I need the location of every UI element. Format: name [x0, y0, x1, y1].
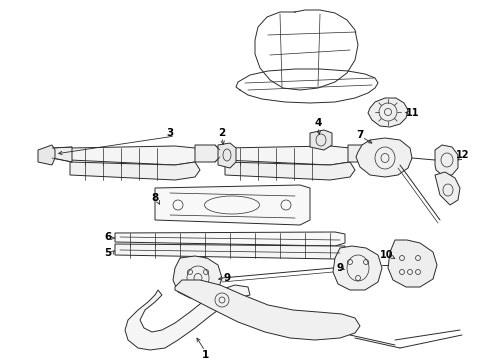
Polygon shape	[38, 145, 55, 165]
Polygon shape	[175, 280, 360, 340]
Polygon shape	[348, 145, 373, 162]
Text: 7: 7	[356, 130, 364, 140]
Polygon shape	[195, 145, 220, 162]
Text: 10: 10	[380, 250, 394, 260]
Polygon shape	[388, 240, 437, 287]
Text: 2: 2	[219, 128, 225, 138]
Text: 4: 4	[314, 118, 322, 128]
Polygon shape	[225, 162, 355, 180]
Text: 5: 5	[104, 248, 112, 258]
Polygon shape	[333, 246, 382, 290]
Text: 9: 9	[337, 263, 343, 273]
Text: 6: 6	[104, 232, 112, 242]
Polygon shape	[368, 98, 408, 127]
Text: 3: 3	[167, 128, 173, 138]
Polygon shape	[218, 143, 236, 168]
Text: 9: 9	[223, 273, 231, 283]
Text: 1: 1	[201, 350, 209, 360]
Polygon shape	[173, 256, 222, 298]
Text: 8: 8	[151, 193, 159, 203]
Polygon shape	[115, 232, 345, 246]
Polygon shape	[356, 138, 412, 177]
Polygon shape	[115, 244, 345, 259]
Text: 11: 11	[406, 108, 420, 118]
Polygon shape	[225, 146, 355, 165]
Polygon shape	[435, 172, 460, 205]
Polygon shape	[52, 147, 72, 162]
Polygon shape	[310, 130, 332, 150]
Polygon shape	[155, 185, 310, 225]
Polygon shape	[70, 162, 200, 180]
Polygon shape	[125, 285, 250, 350]
Polygon shape	[435, 145, 458, 175]
Polygon shape	[70, 146, 200, 165]
Text: 12: 12	[456, 150, 470, 160]
